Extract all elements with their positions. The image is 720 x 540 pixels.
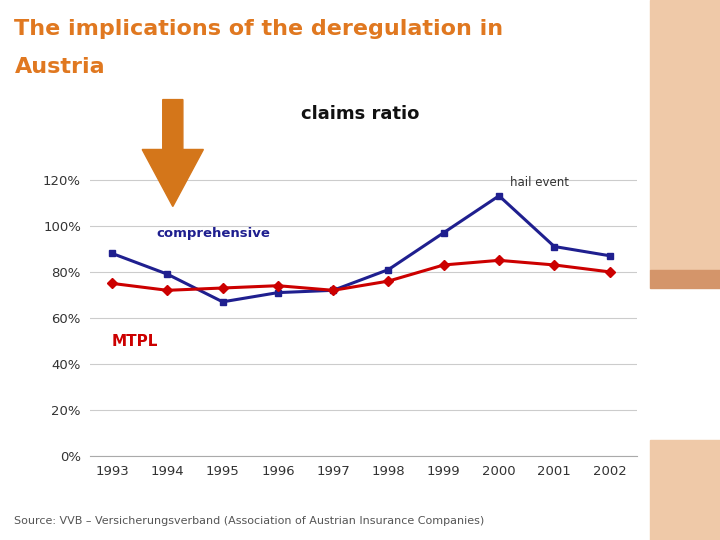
Text: MTPL: MTPL — [112, 334, 158, 349]
Bar — [650, 270, 720, 288]
Text: Austria: Austria — [14, 57, 105, 77]
Text: hail event: hail event — [510, 176, 569, 189]
Bar — [650, 0, 720, 270]
FancyArrow shape — [143, 99, 204, 206]
Text: comprehensive: comprehensive — [156, 227, 270, 240]
Text: Source: VVB – Versicherungsverband (Association of Austrian Insurance Companies): Source: VVB – Versicherungsverband (Asso… — [14, 516, 485, 526]
Bar — [650, 440, 720, 540]
Text: The implications of the deregulation in: The implications of the deregulation in — [14, 19, 503, 39]
Text: claims ratio: claims ratio — [301, 105, 419, 123]
